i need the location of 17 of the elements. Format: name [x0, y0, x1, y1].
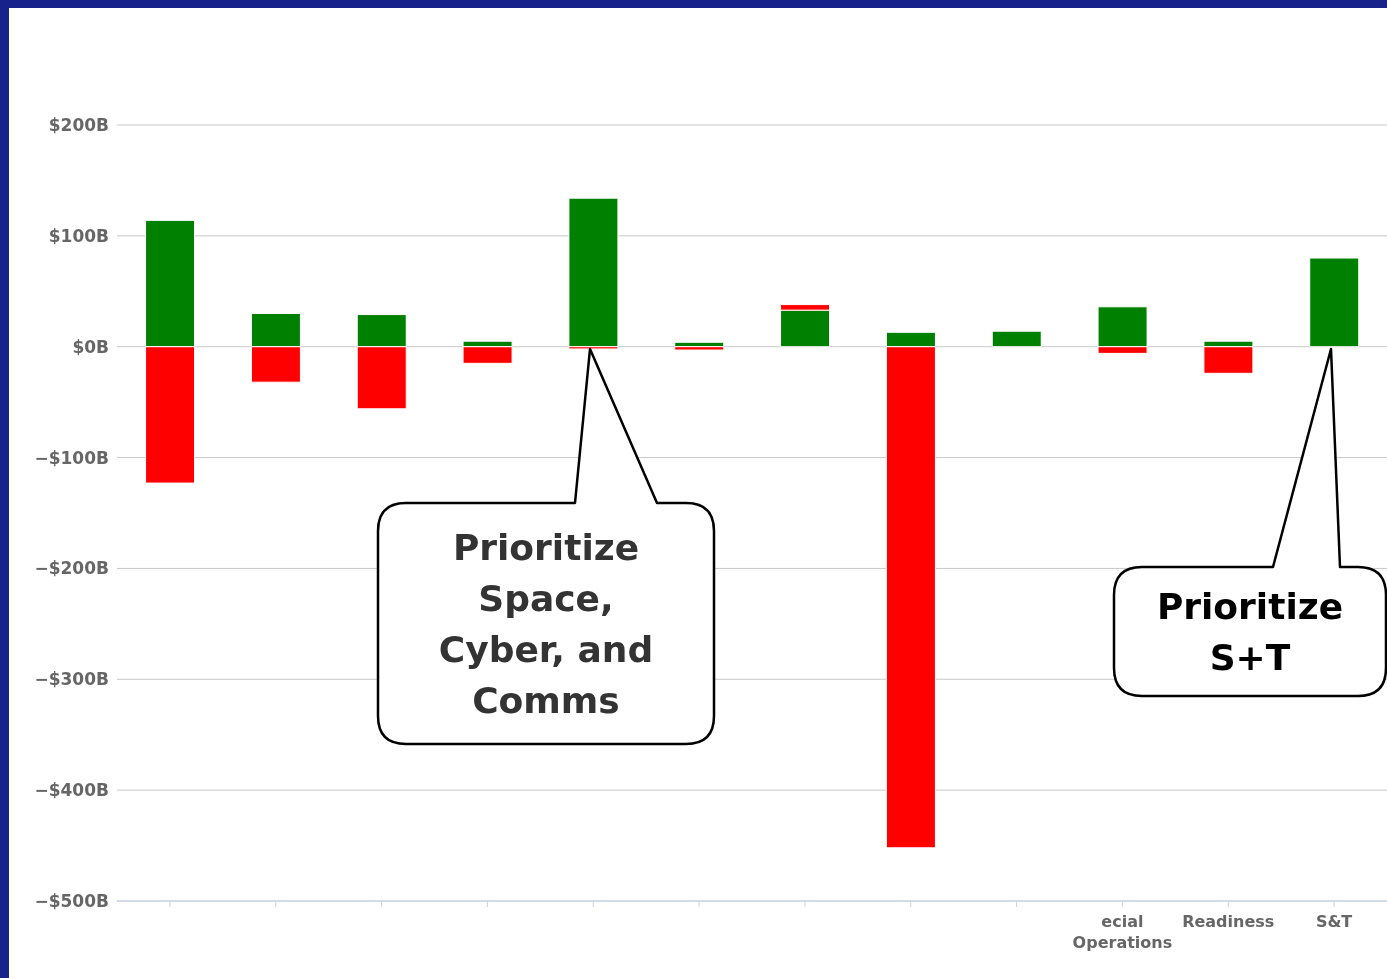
x-tick-label: S&T	[1315, 912, 1353, 931]
bar	[568, 197, 619, 348]
y-tick-label: −$500B	[34, 891, 109, 912]
annotation: Prioritize Space, Cyber, and Comms	[437, 525, 655, 723]
bar	[991, 330, 1042, 348]
y-tick-label: −$100B	[34, 447, 109, 468]
x-tick-label: Readiness	[1182, 912, 1275, 931]
x-tick-label: ecial Operations	[1072, 912, 1173, 952]
y-tick-label: $0B	[72, 336, 109, 357]
bar	[1309, 257, 1360, 348]
y-tick-label: $200B	[48, 115, 109, 136]
y-tick-label: $100B	[48, 225, 109, 246]
bar	[674, 346, 725, 351]
y-tick-label: −$200B	[34, 558, 109, 579]
y-tick-label: −$400B	[34, 780, 109, 801]
y-tick-label: −$300B	[34, 669, 109, 690]
annotation: Prioritize S+T	[1155, 584, 1345, 680]
